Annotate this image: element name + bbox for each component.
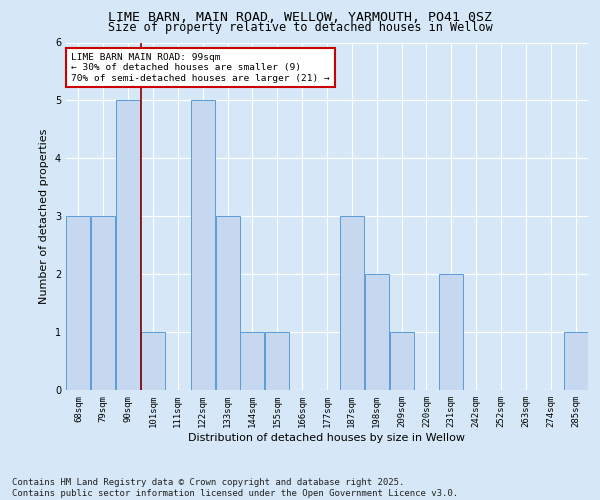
X-axis label: Distribution of detached houses by size in Wellow: Distribution of detached houses by size …: [188, 432, 466, 442]
Bar: [265, 332, 289, 390]
Text: LIME BARN, MAIN ROAD, WELLOW, YARMOUTH, PO41 0SZ: LIME BARN, MAIN ROAD, WELLOW, YARMOUTH, …: [108, 11, 492, 24]
Bar: [389, 332, 413, 390]
Bar: [563, 332, 587, 390]
Bar: [141, 332, 165, 390]
Bar: [215, 216, 239, 390]
Y-axis label: Number of detached properties: Number of detached properties: [40, 128, 49, 304]
Text: LIME BARN MAIN ROAD: 99sqm
← 30% of detached houses are smaller (9)
70% of semi-: LIME BARN MAIN ROAD: 99sqm ← 30% of deta…: [71, 53, 330, 82]
Bar: [365, 274, 389, 390]
Bar: [116, 100, 140, 390]
Bar: [241, 332, 265, 390]
Bar: [91, 216, 115, 390]
Bar: [191, 100, 215, 390]
Bar: [340, 216, 364, 390]
Bar: [439, 274, 463, 390]
Text: Contains HM Land Registry data © Crown copyright and database right 2025.
Contai: Contains HM Land Registry data © Crown c…: [12, 478, 458, 498]
Text: Size of property relative to detached houses in Wellow: Size of property relative to detached ho…: [107, 22, 493, 35]
Bar: [67, 216, 91, 390]
